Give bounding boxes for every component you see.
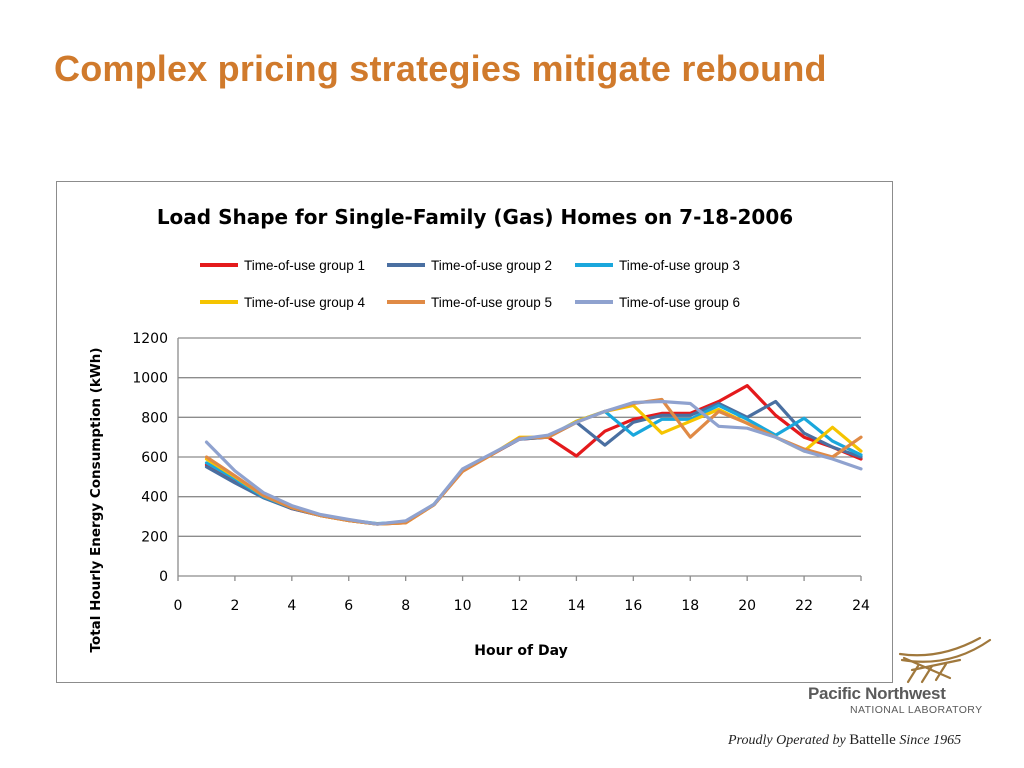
legend-label-group-5: Time-of-use group 5 [431, 295, 552, 310]
x-tick-label: 22 [795, 598, 813, 614]
legend-label-group-1: Time-of-use group 1 [244, 258, 365, 273]
y-tick-label: 1200 [132, 331, 168, 347]
x-tick-label: 20 [738, 598, 756, 614]
org-subtitle: NATIONAL LABORATORY [850, 704, 983, 716]
operated-suffix: Since 1965 [895, 733, 962, 748]
legend-label-group-4: Time-of-use group 4 [244, 295, 366, 310]
chart-axes: 0 2 4 6 8 10 12 14 16 18 20 22 24 [174, 338, 870, 614]
series-line-group-6 [204, 399, 863, 526]
y-tick-label: 400 [141, 490, 168, 506]
legend-label-group-3: Time-of-use group 3 [619, 258, 740, 273]
y-axis-label: Total Hourly Energy Consumption (kWh) [88, 347, 104, 652]
x-tick-label: 2 [230, 598, 239, 614]
x-tick-label: 8 [401, 598, 410, 614]
slide-title: Complex pricing strategies mitigate rebo… [54, 48, 827, 89]
x-tick-label: 0 [174, 598, 183, 614]
x-tick-label: 16 [624, 598, 642, 614]
x-tick-label: 18 [681, 598, 699, 614]
series-line-group-5 [204, 397, 863, 526]
series-line-group-3 [204, 403, 863, 526]
line-chart: Load Shape for Single-Family (Gas) Homes… [88, 205, 870, 659]
x-tick-label: 12 [511, 598, 529, 614]
operated-prefix: Proudly Operated by [728, 733, 850, 748]
x-tick-label: 6 [344, 598, 353, 614]
x-tick-label: 24 [852, 598, 870, 614]
series-line-group-4 [204, 403, 863, 526]
y-tick-label: 200 [141, 529, 168, 545]
x-tick-label: 4 [287, 598, 296, 614]
y-tick-label: 800 [141, 410, 168, 426]
y-tick-label: 600 [141, 450, 168, 466]
series-line-group-1 [204, 384, 863, 526]
y-tick-label: 1000 [132, 371, 168, 387]
x-tick-label: 14 [568, 598, 586, 614]
chart-frame: Load Shape for Single-Family (Gas) Homes… [56, 181, 893, 683]
series-line-group-2 [204, 399, 863, 526]
chart-gridlines: 0 200 400 600 800 1000 1200 [132, 331, 861, 585]
chart-series [204, 384, 863, 526]
y-tick-label: 0 [159, 569, 168, 585]
chart-legend: Time-of-use group 1 Time-of-use group 2 Ti… [200, 258, 740, 310]
x-tick-label: 10 [454, 598, 472, 614]
x-axis-label: Hour of Day [474, 643, 567, 659]
legend-label-group-2: Time-of-use group 2 [431, 258, 552, 273]
pnnl-logo-icon [898, 636, 992, 684]
legend-label-group-6: Time-of-use group 6 [619, 295, 740, 310]
battelle-brand: Battelle [849, 732, 896, 748]
operated-by-tagline: Proudly Operated by Battelle Since 1965 [728, 732, 961, 749]
org-name: Pacific Northwest [808, 684, 946, 703]
chart-title: Load Shape for Single-Family (Gas) Homes… [157, 205, 793, 229]
